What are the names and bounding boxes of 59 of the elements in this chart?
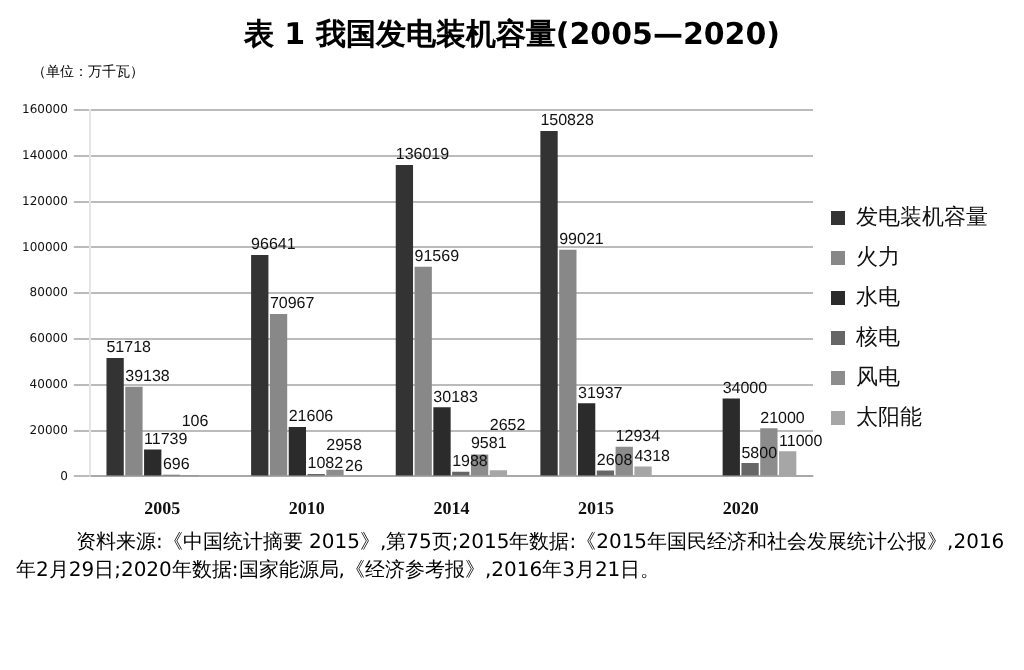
bar	[489, 470, 508, 476]
data-label: 9581	[470, 434, 508, 453]
bar	[251, 255, 269, 476]
data-label: 30183	[433, 387, 479, 406]
data-label: 99021	[559, 230, 605, 249]
legend-label: 水电	[856, 283, 900, 310]
bar	[269, 313, 288, 476]
data-label: 31937	[577, 383, 624, 402]
bar	[433, 407, 451, 476]
data-label: 34000	[722, 378, 769, 397]
legend-label: 太阳能	[856, 403, 922, 430]
bar	[634, 466, 652, 476]
data-label: 2608	[596, 450, 634, 469]
x-tick-label: 2020	[722, 497, 760, 518]
legend-label: 核电	[854, 323, 900, 350]
data-label: 150828	[540, 111, 595, 130]
x-tick-label: 2005	[144, 497, 182, 518]
data-label: 12934	[615, 427, 662, 446]
data-label: 39138	[125, 367, 171, 386]
data-label: 136019	[395, 145, 451, 164]
bar	[125, 386, 143, 476]
x-tick-label: 2015	[578, 497, 616, 518]
bar	[596, 470, 615, 476]
bar	[577, 403, 596, 476]
data-label: 21606	[288, 407, 335, 426]
bar	[779, 451, 797, 476]
bar	[540, 131, 558, 476]
data-label: 1082	[307, 454, 345, 473]
bar	[144, 449, 162, 476]
data-label: 21000	[760, 408, 806, 427]
data-label: 5800	[741, 443, 779, 462]
data-label: 4318	[634, 446, 672, 465]
bar	[326, 469, 344, 476]
data-label: 2958	[326, 436, 364, 455]
bar	[741, 463, 759, 476]
legend-label: 火力	[856, 243, 900, 270]
bar	[395, 164, 414, 476]
data-label: 51718	[106, 338, 153, 357]
data-label: 696	[162, 455, 191, 474]
text: 资料来源:《中国统计摘要 2015》,第75页;2015年数据:《2015年国民经济和社会发展统计公报》,2016年2月29日;2020年数据:国家能源局,《经济参考报》,2016年3月21日。	[16, 530, 1007, 586]
x-tick-label: 2010	[288, 497, 326, 518]
x-tick-label: 2014	[433, 497, 471, 518]
data-label: 11000	[779, 431, 824, 450]
bar	[559, 249, 577, 476]
data-label: 2652	[489, 416, 527, 435]
data-label: 96641	[251, 235, 297, 254]
legend-label: 发电装机容量	[856, 203, 988, 230]
bar	[414, 266, 432, 476]
data-label: 106	[181, 411, 210, 430]
data-label: 26	[345, 456, 365, 475]
data-label: 1988	[452, 452, 489, 471]
bar	[288, 426, 307, 476]
bar	[106, 357, 124, 476]
data-label: 70967	[269, 294, 316, 313]
bar	[722, 398, 740, 476]
legend-label: 风电	[856, 363, 900, 390]
chart-title: 表 1 我国发电装机容量(2005—2020)	[241, 16, 783, 54]
data-label: 91569	[414, 247, 461, 266]
data-label: 11739	[144, 429, 189, 448]
